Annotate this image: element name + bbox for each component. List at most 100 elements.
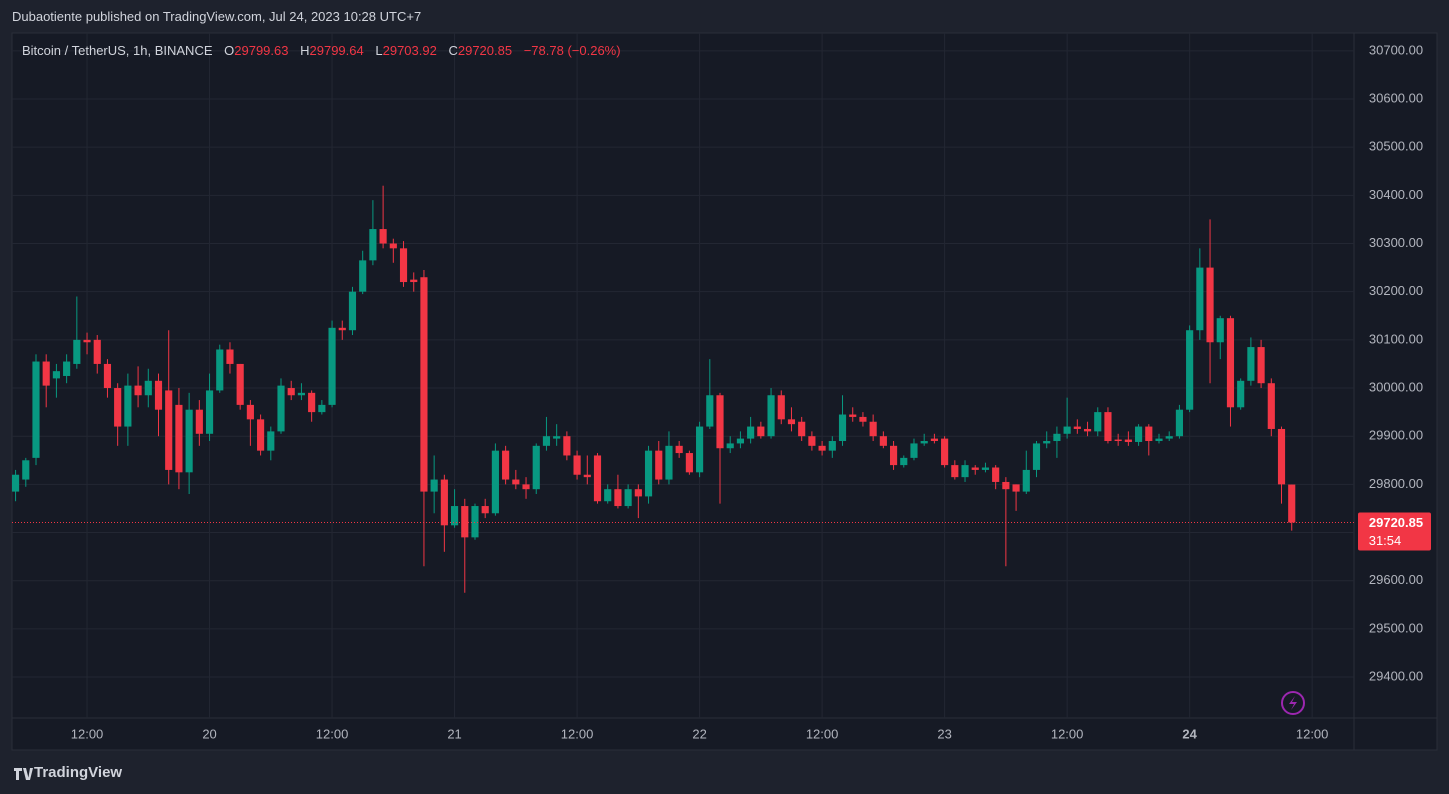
candle-body <box>685 453 693 473</box>
candle-body <box>563 436 571 456</box>
candle-body <box>512 479 520 485</box>
candle-body <box>1022 469 1030 492</box>
candle-body <box>1032 443 1041 470</box>
candle-body <box>22 460 30 480</box>
candle-body <box>175 404 183 473</box>
candle-body <box>1043 441 1051 444</box>
candle-body <box>73 339 81 364</box>
candle-body <box>308 392 316 413</box>
candle-body <box>1257 347 1265 384</box>
candle-body <box>1053 433 1061 442</box>
candle-body <box>532 445 540 490</box>
x-tick-label: 12:00 <box>806 726 839 741</box>
candle-body <box>1083 428 1092 432</box>
candles <box>12 185 1296 593</box>
x-tick-label: 12:00 <box>561 726 594 741</box>
y-tick-label: 30000.00 <box>1369 379 1423 394</box>
candle-body <box>655 450 663 480</box>
legend-value: 29703.92 <box>382 43 437 58</box>
candle-body <box>226 349 234 364</box>
candle-body <box>910 443 918 458</box>
candle-body <box>236 363 244 405</box>
candle-body <box>1216 318 1224 343</box>
candle-body <box>696 426 704 473</box>
candle-body <box>900 457 908 466</box>
candle-body <box>195 409 203 434</box>
candle-body <box>951 465 959 478</box>
candle-body <box>818 445 826 451</box>
candle-body <box>1094 412 1102 432</box>
candle-body <box>450 506 459 526</box>
legend-key: L <box>375 43 383 58</box>
legend-value: 29799.64 <box>309 43 364 58</box>
legend-key: C <box>448 43 458 58</box>
candle-body <box>522 484 530 490</box>
legend-key: H <box>300 43 310 58</box>
candle-body <box>573 455 581 475</box>
candle-body <box>1277 428 1286 485</box>
candle-body <box>63 361 71 376</box>
candle-body <box>1063 426 1071 434</box>
legend-value: 29720.85 <box>457 43 513 58</box>
candle-body <box>1073 426 1081 429</box>
candle-body <box>1237 380 1245 408</box>
y-tick-label: 30700.00 <box>1369 42 1423 57</box>
candle-body <box>624 489 632 507</box>
candle-body <box>859 416 867 422</box>
candle-body <box>502 450 510 480</box>
candle-body <box>348 291 357 331</box>
y-tick-label: 29400.00 <box>1369 668 1423 683</box>
candle-body <box>1226 318 1235 408</box>
candle-body <box>879 436 887 446</box>
chart-frame <box>11 32 1438 751</box>
candle-body <box>1165 436 1173 439</box>
alert-icon[interactable] <box>1281 691 1305 715</box>
last-price-label: 29720.85 <box>1369 515 1423 530</box>
candle-body <box>930 438 938 442</box>
candle-body <box>542 436 551 446</box>
candle-body <box>103 363 112 389</box>
candle-body <box>553 436 561 439</box>
candle-body <box>399 248 408 283</box>
candle-body <box>318 404 326 413</box>
candle-body <box>1288 484 1296 523</box>
candle-body <box>757 426 765 437</box>
candle-body <box>787 419 796 425</box>
grid <box>12 33 1354 718</box>
legend-key: O <box>224 43 235 58</box>
candle-body <box>246 404 254 420</box>
candle-body <box>849 414 857 417</box>
candle-body <box>134 385 142 396</box>
y-tick-label: 30500.00 <box>1369 139 1423 154</box>
x-tick-label: 12:00 <box>1051 726 1084 741</box>
candle-body <box>1186 330 1194 410</box>
candle-body <box>777 395 785 420</box>
candle-body <box>1155 438 1163 442</box>
candle-body <box>471 506 479 538</box>
candle-body <box>430 479 438 492</box>
candle-body <box>440 479 448 526</box>
x-tick-label: 24 <box>1182 726 1197 741</box>
candle-body <box>461 506 469 538</box>
candle-body <box>1114 439 1122 442</box>
candle-body <box>747 426 755 439</box>
candle-body <box>808 436 816 446</box>
y-tick-label: 30100.00 <box>1369 331 1423 346</box>
candle-body <box>124 385 132 427</box>
candle-body <box>42 361 50 386</box>
candle-body <box>277 385 285 432</box>
candle-body <box>369 229 377 261</box>
candle-body <box>593 455 602 502</box>
y-tick-label: 30600.00 <box>1369 90 1423 105</box>
y-tick-label: 29800.00 <box>1369 476 1423 491</box>
candle-body <box>338 327 346 331</box>
candle-body <box>634 489 642 497</box>
candle-body <box>185 409 193 473</box>
candle-body <box>889 445 898 466</box>
x-tick-label: 12:00 <box>316 726 349 741</box>
candle-body <box>1145 426 1153 442</box>
candle-body <box>941 438 949 466</box>
logo-icon <box>14 768 33 780</box>
